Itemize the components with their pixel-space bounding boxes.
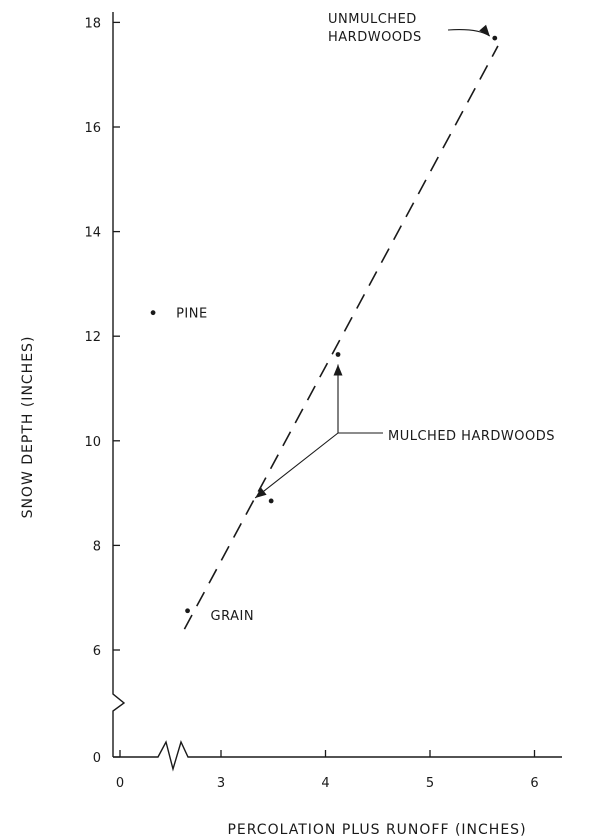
y-tick-label: 10 <box>84 435 101 450</box>
point-label-pine: PINE <box>176 307 208 322</box>
point-labels: PINE GRAIN <box>176 307 254 624</box>
trend-line <box>183 45 499 630</box>
annotations: UNMULCHED HARDWOODS MULCHED HARDWOODS <box>328 12 555 444</box>
data-point-pine <box>150 310 156 316</box>
y-axis-ticks: 0 6 8 10 12 14 16 18 <box>84 16 120 766</box>
y-tick-label: 0 <box>93 751 101 766</box>
x-tick-label: 5 <box>426 776 434 791</box>
axes: 0 6 8 10 12 14 16 18 0 3 4 5 6 <box>84 12 562 791</box>
arrow-head-mulched-low <box>255 487 267 498</box>
annotation-mulched: MULCHED HARDWOODS <box>388 429 555 444</box>
x-axis-line <box>113 740 562 772</box>
x-axis-title: PERCOLATION PLUS RUNOFF (INCHES) <box>227 822 526 838</box>
y-tick-label: 14 <box>84 226 101 241</box>
y-tick-label: 8 <box>93 539 101 554</box>
y-tick-label: 16 <box>84 121 101 136</box>
x-tick-label: 6 <box>530 776 538 791</box>
x-tick-label: 4 <box>321 776 329 791</box>
annotation-unmulched-line: UNMULCHED <box>328 12 417 27</box>
x-axis-ticks: 0 3 4 5 6 <box>116 750 539 791</box>
data-points <box>150 35 498 614</box>
point-label-grain: GRAIN <box>211 609 255 624</box>
x-tick-label: 0 <box>116 776 124 791</box>
y-tick-label: 18 <box>84 16 101 31</box>
y-axis-title: SNOW DEPTH (INCHES) <box>20 336 36 519</box>
annotation-pointers <box>254 24 491 499</box>
y-tick-label: 6 <box>93 644 101 659</box>
arrow-head-mulched-high <box>333 364 343 376</box>
data-point-mulched-low <box>268 498 274 504</box>
annotation-unmulched-line: HARDWOODS <box>328 30 422 45</box>
data-point-grain <box>185 608 190 614</box>
data-point-mulched-high <box>335 352 341 357</box>
pointer-mulched-low <box>254 432 339 499</box>
arrow-head-unmulched <box>479 24 490 37</box>
x-tick-label: 3 <box>217 776 225 791</box>
y-axis-line <box>112 12 126 757</box>
data-point-unmulched <box>492 35 498 41</box>
y-tick-label: 12 <box>84 330 101 345</box>
